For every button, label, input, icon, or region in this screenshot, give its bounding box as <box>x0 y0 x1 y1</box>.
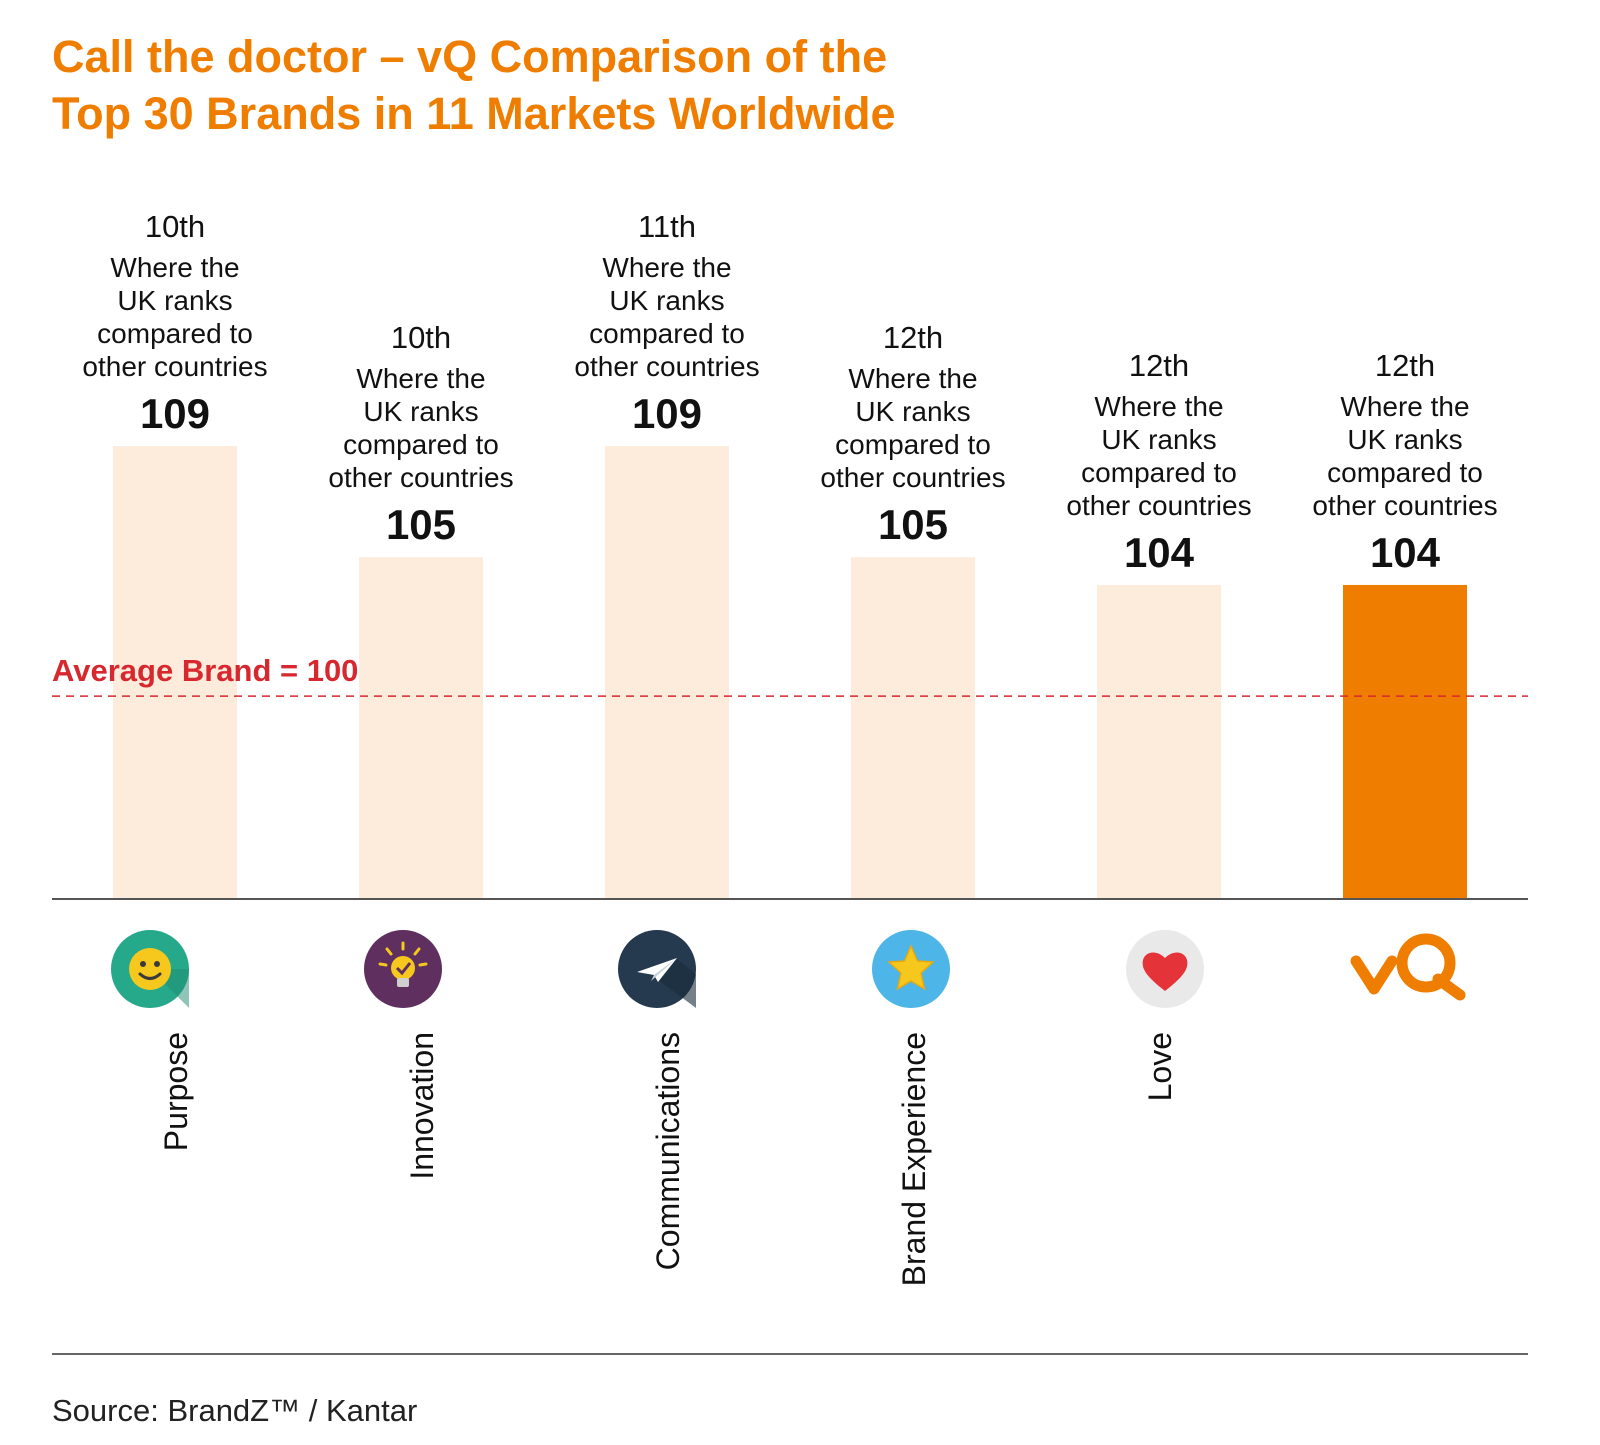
rank-description-line: Where the <box>1340 391 1469 422</box>
rank-description-line: UK ranks <box>855 396 970 427</box>
category-label: Brand Experience <box>896 1032 932 1286</box>
rank-description-line: other countries <box>82 351 267 382</box>
rank-description-line: Where the <box>602 252 731 283</box>
rank-description-line: other countries <box>574 351 759 382</box>
star-icon <box>871 929 951 1009</box>
smiley-icon <box>110 929 190 1009</box>
rank-description-line: other countries <box>1312 490 1497 521</box>
data-label: 104 <box>1124 529 1195 576</box>
bar <box>851 557 975 899</box>
rank-description-line: compared to <box>1327 457 1483 488</box>
chart-title: Call the doctor – vQ Comparison of the T… <box>52 28 896 142</box>
rank-description-line: other countries <box>328 462 513 493</box>
chart-title-line-2: Top 30 Brands in 11 Markets Worldwide <box>52 88 896 139</box>
rank-description-line: other countries <box>820 462 1005 493</box>
category-label: Communications <box>650 1032 686 1270</box>
rank-description-line: Where the <box>356 363 485 394</box>
rank-label: 12th <box>883 320 943 355</box>
paper-plane-icon <box>617 929 697 1009</box>
category-label: Innovation <box>404 1032 440 1180</box>
source-note: Source: BrandZ™ / Kantar <box>52 1393 418 1428</box>
chart-title-line-1: Call the doctor – vQ Comparison of the <box>52 31 888 82</box>
rank-description-line: compared to <box>835 429 991 460</box>
rank-description-line: Where the <box>848 363 977 394</box>
heart-icon <box>1125 929 1205 1009</box>
rank-description-line: UK ranks <box>363 396 478 427</box>
category-label: Love <box>1142 1032 1178 1101</box>
rank-label: 11th <box>638 209 696 244</box>
rank-label: 12th <box>1375 348 1435 383</box>
rank-label: 10th <box>145 209 205 244</box>
data-label: 104 <box>1370 529 1441 576</box>
rank-description-line: Where the <box>1094 391 1223 422</box>
data-label: 105 <box>878 501 948 548</box>
rank-description-line: compared to <box>1081 457 1237 488</box>
rank-description-line: UK ranks <box>117 285 232 316</box>
data-label: 109 <box>140 390 210 437</box>
lightbulb-icon <box>363 929 443 1009</box>
rank-label: 12th <box>1129 348 1189 383</box>
rank-description-line: UK ranks <box>609 285 724 316</box>
category-label: Purpose <box>158 1032 194 1151</box>
bar <box>1343 584 1467 899</box>
rank-description-line: UK ranks <box>1347 424 1462 455</box>
rank-description-line: UK ranks <box>1101 424 1216 455</box>
average-reference-label: Average Brand = 100 <box>52 653 358 688</box>
bar <box>605 446 729 899</box>
bar <box>113 446 237 899</box>
bar <box>359 557 483 899</box>
rank-description-line: compared to <box>97 318 253 349</box>
data-label: 105 <box>386 501 456 548</box>
rank-description-line: compared to <box>589 318 745 349</box>
rank-description-line: compared to <box>343 429 499 460</box>
rank-label: 10th <box>391 320 451 355</box>
data-label: 109 <box>632 390 702 437</box>
rank-description-line: other countries <box>1066 490 1251 521</box>
bar <box>1097 584 1221 899</box>
rank-description-line: Where the <box>110 252 239 283</box>
vq-logo <box>1350 925 1470 1005</box>
